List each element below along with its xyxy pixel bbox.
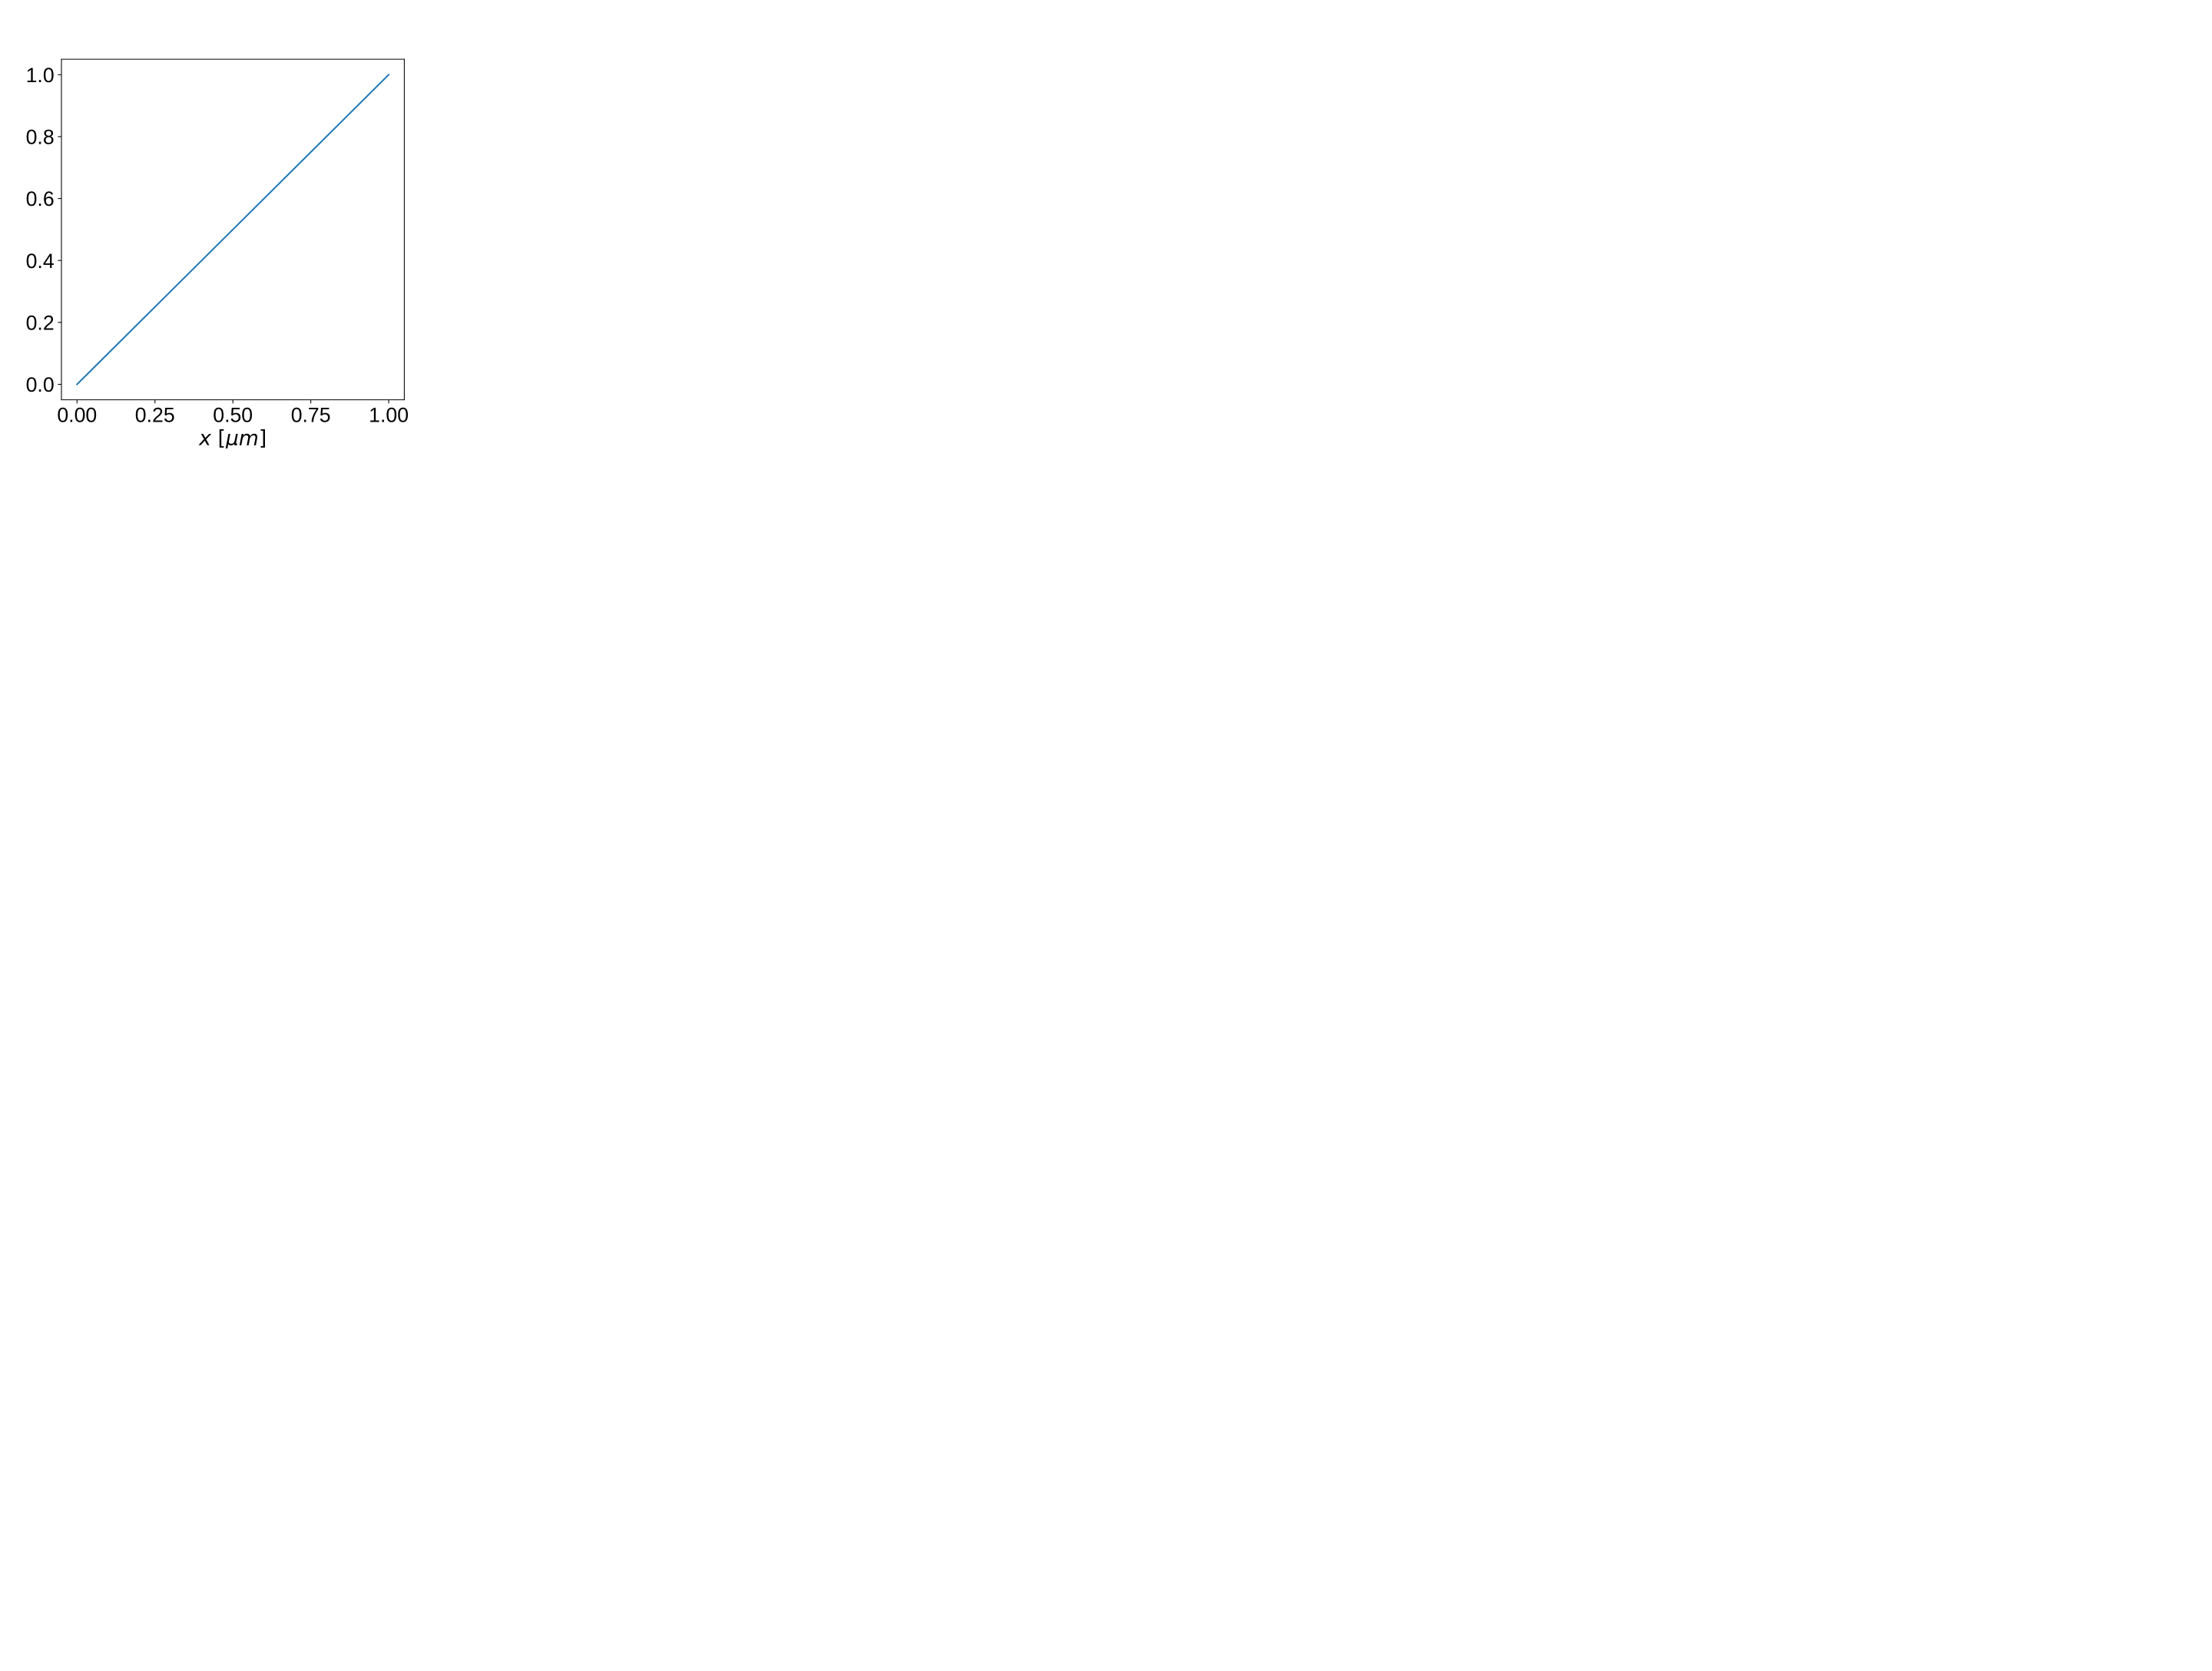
svg-text:0.25: 0.25 — [135, 403, 175, 426]
svg-text:0.50: 0.50 — [213, 403, 253, 426]
svg-text:1.00: 1.00 — [369, 403, 409, 426]
svg-text:0.4: 0.4 — [26, 250, 55, 273]
svg-text:0.0: 0.0 — [26, 373, 55, 396]
svg-text:0.6: 0.6 — [26, 187, 55, 210]
svg-text:0.2: 0.2 — [26, 312, 55, 335]
svg-text:x μ m [: x μ m [ ] — [198, 426, 267, 448]
svg-text:0.75: 0.75 — [291, 403, 331, 426]
svg-text:0.00: 0.00 — [57, 403, 97, 426]
svg-text:0.8: 0.8 — [26, 126, 55, 149]
svg-text:1.0: 1.0 — [26, 64, 55, 87]
